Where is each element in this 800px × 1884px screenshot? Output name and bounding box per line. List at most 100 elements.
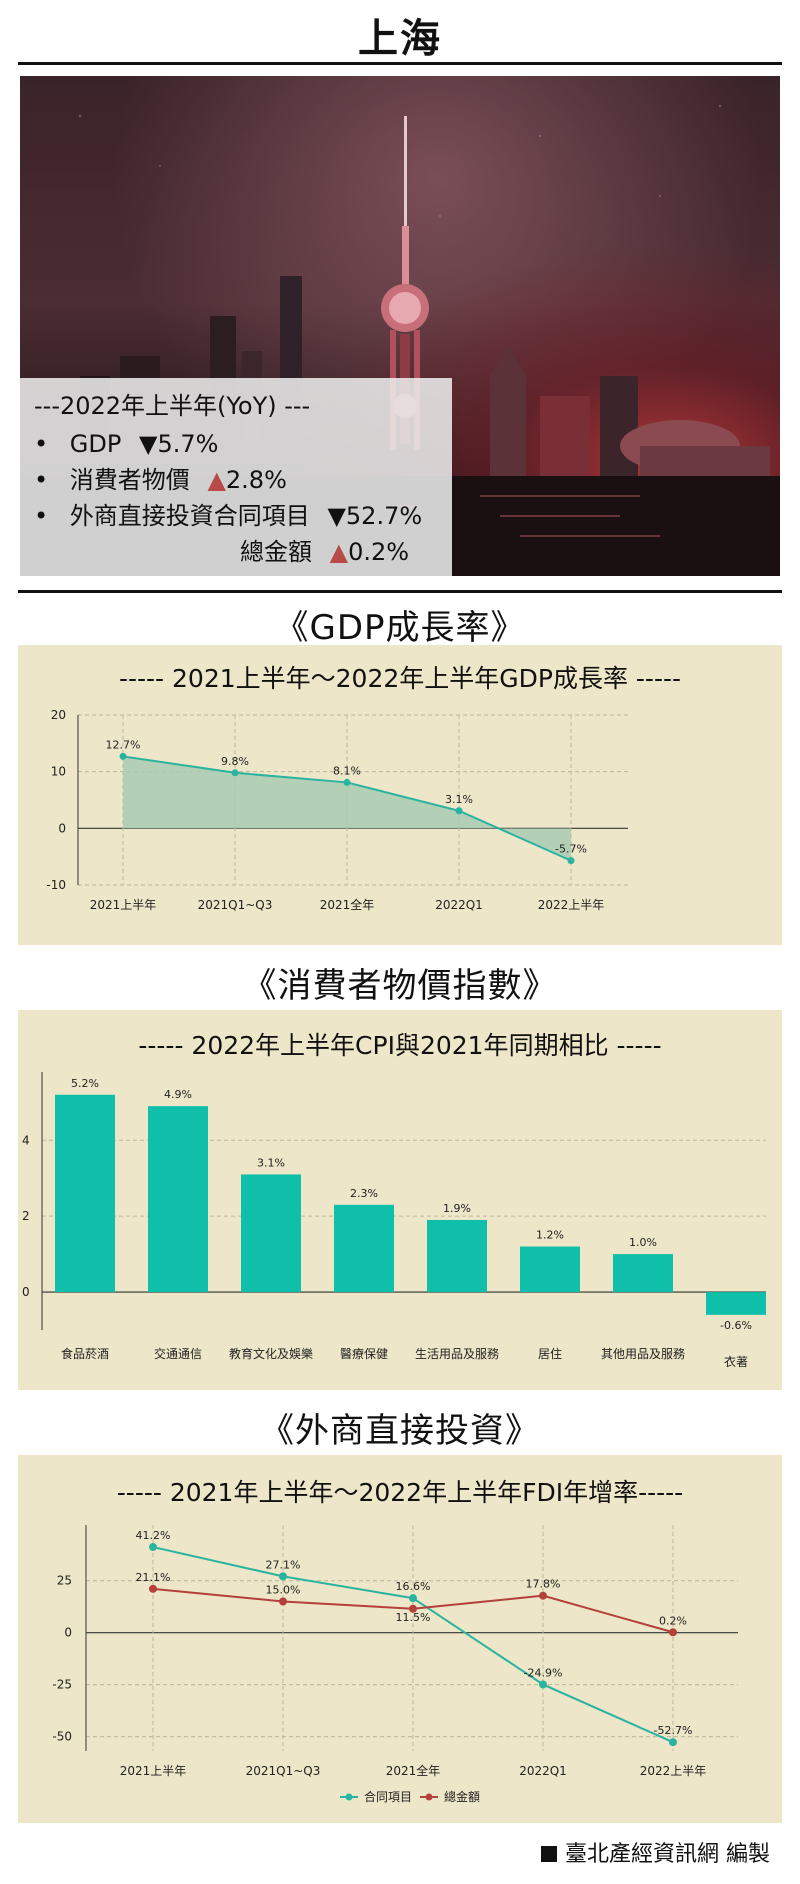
data-label: 1.9% bbox=[443, 1202, 471, 1215]
data-label: 3.1% bbox=[257, 1156, 285, 1169]
gdp-point bbox=[343, 778, 351, 786]
y-tick-label: 20 bbox=[51, 708, 66, 722]
y-tick-label: 0 bbox=[64, 1626, 72, 1640]
summary-box: ---2022年上半年(YoY) --- • GDP ▼5.7% • 消費者物價… bbox=[20, 378, 452, 576]
cpi-bar bbox=[334, 1204, 394, 1293]
x-tick-label: 2021Q1~Q3 bbox=[198, 898, 273, 912]
data-label: 15.0% bbox=[266, 1584, 301, 1597]
legend-label: 總金額 bbox=[444, 1789, 480, 1804]
data-label: 3.1% bbox=[445, 793, 473, 806]
title-rule bbox=[18, 62, 782, 65]
summary-item-cpi: • 消費者物價 ▲2.8% bbox=[34, 462, 287, 498]
section-title-fdi: 《外商直接投資》 bbox=[260, 1411, 540, 1451]
x-tick-label: 居住 bbox=[538, 1347, 562, 1361]
x-tick-label: 2022上半年 bbox=[640, 1764, 707, 1778]
gdp-area bbox=[123, 756, 571, 861]
gdp-chart-panel: ----- 2021上半年～2022年上半年GDP成長率 ----- 20 10 0… bbox=[18, 645, 782, 945]
fdi-chart-panel: ----- 2021年上半年～2022年上半年FDI年增率----- 25 0 -2… bbox=[18, 1455, 782, 1823]
y-tick-label: -25 bbox=[52, 1678, 72, 1692]
cpi-chart-title: ----- 2022年上半年CPI與2021年同期相比 ----- bbox=[138, 1031, 662, 1060]
credit-text: 臺北產經資訊網 編製 bbox=[565, 1842, 770, 1867]
x-tick-label: 2021全年 bbox=[386, 1763, 441, 1778]
summary-value: 2.8% bbox=[225, 466, 287, 494]
bullet: • bbox=[34, 466, 49, 494]
x-tick-label: 2021全年 bbox=[320, 897, 375, 912]
section-title-cpi: 《消費者物價指數》 bbox=[242, 966, 558, 1006]
x-tick-label: 2022Q1 bbox=[519, 1764, 567, 1778]
gdp-point bbox=[455, 807, 463, 815]
summary-label: 消費者物價 bbox=[69, 466, 190, 494]
y-tick-label: 10 bbox=[51, 765, 66, 779]
legend-marker bbox=[425, 1793, 433, 1801]
triangle-up-icon: ▲ bbox=[207, 466, 226, 494]
summary-value: 52.7% bbox=[345, 502, 423, 530]
gdp-point bbox=[567, 857, 575, 865]
summary-label: GDP bbox=[69, 430, 122, 458]
data-label: 4.9% bbox=[164, 1088, 192, 1101]
cpi-bar bbox=[55, 1094, 115, 1293]
data-label: -52.7% bbox=[654, 1724, 693, 1737]
gdp-chart: 20 10 0 -10 2021上半年 2021Q1~Q3 2021全年 2022Q1 2022… bbox=[46, 708, 628, 912]
data-label: 17.8% bbox=[526, 1578, 561, 1591]
bullet: • bbox=[34, 430, 49, 458]
x-tick-label: 食品菸酒 bbox=[61, 1346, 109, 1361]
gdp-point bbox=[119, 752, 127, 760]
fdi-point bbox=[409, 1594, 417, 1603]
triangle-up-icon: ▲ bbox=[329, 538, 349, 566]
cpi-bar bbox=[148, 1106, 208, 1293]
data-label: 11.5% bbox=[396, 1611, 431, 1624]
y-tick-label: 2 bbox=[22, 1209, 30, 1223]
data-label: 5.2% bbox=[71, 1077, 99, 1090]
fdi-point bbox=[669, 1628, 677, 1637]
cpi-bar bbox=[520, 1246, 580, 1293]
fdi-point bbox=[149, 1543, 157, 1552]
summary-label: 總金額 bbox=[240, 538, 312, 566]
fdi-chart: 25 0 -25 -50 2021上半年 2021Q1~Q3 2021全年 2022Q1 202… bbox=[52, 1525, 738, 1804]
credit-footer: 臺北產經資訊網 編製 bbox=[541, 1836, 770, 1868]
x-tick-label: 2021上半年 bbox=[90, 898, 157, 912]
data-label: 2.3% bbox=[350, 1187, 378, 1200]
y-tick-label: -10 bbox=[46, 878, 66, 892]
fdi-point bbox=[669, 1738, 677, 1747]
gdp-point bbox=[231, 769, 239, 777]
data-label: 1.0% bbox=[629, 1236, 657, 1249]
x-tick-label: 2021Q1~Q3 bbox=[246, 1764, 321, 1778]
data-label: 8.1% bbox=[333, 764, 361, 777]
summary-item-fdi-contracts: • 外商直接投資合同項目 ▼52.7% bbox=[34, 498, 422, 534]
legend-marker bbox=[345, 1793, 353, 1801]
legend-label: 合同項目 bbox=[364, 1789, 412, 1804]
data-label: 21.1% bbox=[136, 1571, 171, 1584]
bullet: • bbox=[34, 502, 49, 530]
data-label: 41.2% bbox=[136, 1529, 171, 1542]
cpi-bar bbox=[613, 1254, 673, 1293]
x-tick-label: 衣著 bbox=[724, 1354, 748, 1369]
cpi-bar bbox=[427, 1219, 487, 1293]
x-tick-label: 教育文化及娛樂 bbox=[229, 1346, 313, 1361]
summary-item-gdp: • GDP ▼5.7% bbox=[34, 426, 218, 462]
summary-item-fdi-amount: 總金額 ▲0.2% bbox=[240, 534, 409, 570]
fdi-point bbox=[279, 1572, 287, 1581]
y-tick-label: 0 bbox=[58, 821, 66, 835]
fdi-point bbox=[539, 1680, 547, 1689]
fdi-point bbox=[539, 1591, 547, 1600]
fdi-point bbox=[409, 1604, 417, 1613]
x-tick-label: 交通通信 bbox=[154, 1346, 202, 1361]
triangle-down-icon: ▼ bbox=[327, 502, 346, 530]
y-tick-label: 4 bbox=[22, 1133, 30, 1147]
x-tick-label: 其他用品及服務 bbox=[601, 1347, 685, 1361]
summary-value: 0.2% bbox=[348, 538, 410, 566]
data-label: 0.2% bbox=[659, 1614, 687, 1627]
summary-label: 外商直接投資合同項目 bbox=[69, 502, 310, 530]
fdi-point bbox=[279, 1597, 287, 1606]
square-icon bbox=[541, 1846, 557, 1862]
data-label: 9.8% bbox=[221, 755, 249, 768]
summary-value: 5.7% bbox=[157, 430, 219, 458]
data-label: 27.1% bbox=[266, 1558, 301, 1571]
triangle-down-icon: ▼ bbox=[139, 430, 158, 458]
data-label: 16.6% bbox=[396, 1580, 431, 1593]
data-label: -5.7% bbox=[555, 843, 587, 856]
fdi-chart-title: ----- 2021年上半年～2022年上半年FDI年增率----- bbox=[116, 1478, 684, 1507]
cpi-bar bbox=[241, 1174, 301, 1293]
cpi-bar bbox=[706, 1292, 766, 1315]
page-title: 上海 bbox=[358, 16, 442, 62]
